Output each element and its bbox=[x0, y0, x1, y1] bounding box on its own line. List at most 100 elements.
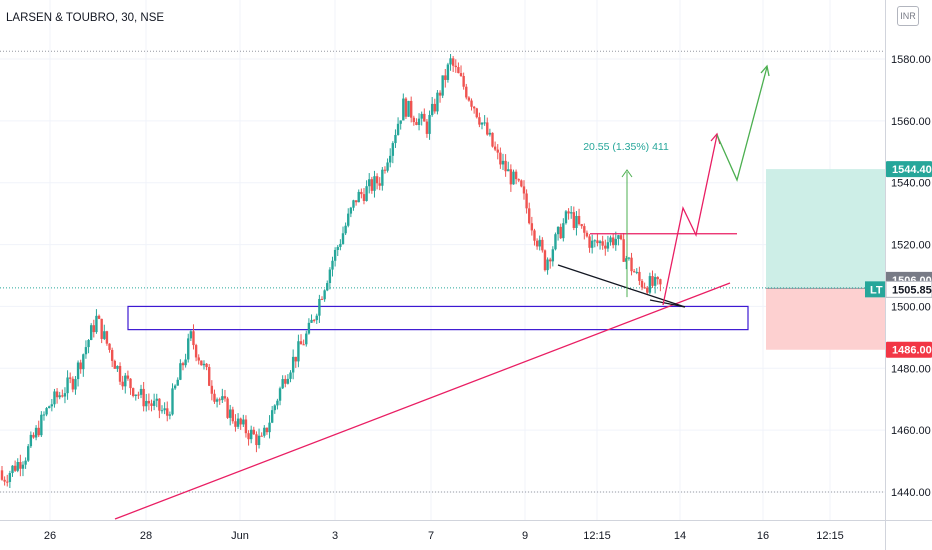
candle-body bbox=[278, 388, 282, 401]
candle-body bbox=[257, 435, 261, 446]
candle-body bbox=[486, 122, 489, 135]
candle-body bbox=[171, 388, 174, 415]
candle-body bbox=[585, 232, 589, 237]
candle-body bbox=[181, 363, 185, 366]
candle-body bbox=[646, 287, 649, 293]
candle-body bbox=[48, 406, 51, 409]
candle-body bbox=[223, 396, 227, 399]
candle-body bbox=[423, 113, 426, 122]
candle-body bbox=[208, 367, 211, 386]
support-zone-box bbox=[127, 305, 749, 331]
candle-body bbox=[231, 409, 235, 422]
candle-body bbox=[126, 375, 130, 379]
candle-body bbox=[145, 400, 148, 407]
candle-body bbox=[625, 258, 628, 262]
candle-body bbox=[391, 143, 395, 156]
candle-body bbox=[139, 388, 143, 395]
candle-body bbox=[525, 193, 528, 209]
candle-body bbox=[559, 226, 562, 239]
candle-body bbox=[121, 381, 124, 387]
candle-body bbox=[124, 375, 127, 387]
candle-body bbox=[478, 117, 481, 125]
candle-body bbox=[19, 462, 22, 469]
measure-label: 20.55 (1.35%) 411 bbox=[583, 141, 669, 153]
candle-body bbox=[648, 276, 652, 293]
candle-body bbox=[383, 169, 387, 171]
candle-body bbox=[543, 250, 547, 271]
candle-body bbox=[189, 331, 193, 339]
candle-body bbox=[491, 132, 494, 147]
candle-body bbox=[575, 215, 578, 228]
candle-body bbox=[202, 363, 206, 366]
candle-body bbox=[528, 208, 531, 224]
candle-body bbox=[168, 414, 172, 416]
candle-body bbox=[89, 325, 93, 340]
candle-body bbox=[239, 418, 242, 425]
candle-body bbox=[357, 191, 360, 203]
candle-body bbox=[412, 117, 416, 123]
candle-body bbox=[564, 211, 568, 224]
price-tick-label: 1580.00 bbox=[891, 54, 931, 66]
candle-body bbox=[32, 434, 35, 438]
candle-body bbox=[551, 249, 555, 262]
last-price-tag-bg bbox=[885, 280, 932, 298]
candle-body bbox=[118, 365, 122, 382]
candle-body bbox=[286, 378, 290, 384]
candle-body bbox=[488, 132, 492, 135]
candle-body bbox=[252, 429, 256, 435]
candle-body bbox=[656, 277, 659, 280]
candle-body bbox=[512, 171, 515, 185]
candle-body bbox=[409, 100, 413, 118]
candle-body bbox=[507, 169, 510, 172]
candle-body bbox=[517, 179, 520, 181]
candle-body bbox=[375, 176, 379, 184]
last-price-tag: 1505.85 bbox=[892, 284, 932, 296]
candle-body bbox=[82, 354, 85, 370]
candle-body bbox=[137, 394, 140, 396]
candle-body bbox=[441, 75, 444, 96]
candle-body bbox=[601, 241, 604, 246]
candle-body bbox=[221, 396, 224, 401]
candle-body bbox=[396, 123, 400, 135]
currency-button[interactable]: INR bbox=[897, 6, 919, 26]
candle-body bbox=[368, 179, 371, 187]
candle-body bbox=[234, 421, 237, 427]
candle-body bbox=[160, 410, 164, 412]
candle-body bbox=[446, 64, 450, 80]
candle-body bbox=[276, 400, 279, 406]
candle-body bbox=[472, 106, 476, 109]
candle-body bbox=[520, 180, 523, 187]
candle-body bbox=[100, 318, 103, 339]
drawings bbox=[114, 64, 770, 520]
ascending-trendline bbox=[114, 282, 731, 520]
candle-body bbox=[215, 399, 219, 402]
candle-body bbox=[593, 240, 597, 242]
candle-body bbox=[614, 238, 617, 246]
price-axis[interactable]: 1580.00 1560.00 1540.00 1520.00 1500.00 1480.… bbox=[865, 54, 932, 499]
time-axis[interactable]: 26 28 Jun 3 7 9 12:15 14 16 12:15 bbox=[44, 530, 844, 542]
candle-body bbox=[249, 429, 253, 440]
candle-body bbox=[549, 259, 552, 262]
candle-body bbox=[229, 409, 232, 418]
stop-price-tag-bg bbox=[886, 341, 932, 358]
candle-body bbox=[3, 479, 6, 482]
candle-body bbox=[58, 395, 61, 398]
time-tick-label: 9 bbox=[522, 530, 528, 542]
candle-body bbox=[344, 225, 347, 234]
candle-body bbox=[284, 379, 287, 384]
candle-body bbox=[577, 215, 581, 225]
candle-body bbox=[184, 359, 187, 366]
candlestick-series[interactable] bbox=[0, 53, 662, 488]
time-tick-label: 14 bbox=[674, 530, 686, 542]
candle-body bbox=[590, 240, 594, 248]
candle-body bbox=[50, 404, 54, 407]
candle-body bbox=[16, 462, 19, 471]
candle-body bbox=[339, 243, 342, 247]
wedge-closing-line bbox=[649, 299, 686, 308]
candle-body bbox=[449, 58, 452, 65]
candle-body bbox=[95, 315, 98, 333]
candle-body bbox=[166, 408, 169, 416]
candle-body bbox=[562, 223, 565, 239]
candle-body bbox=[163, 408, 166, 411]
